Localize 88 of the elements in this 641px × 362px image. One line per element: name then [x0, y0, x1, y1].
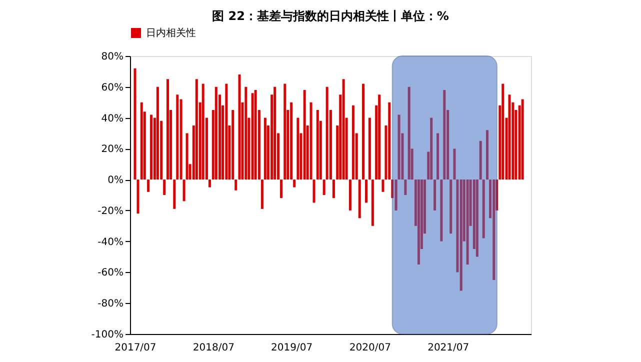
y-tick-label: -60%	[98, 268, 124, 279]
bar	[264, 118, 266, 180]
bar	[156, 86, 159, 180]
bar	[284, 84, 286, 180]
bar	[163, 180, 166, 195]
bar	[482, 180, 485, 238]
bar	[166, 79, 170, 180]
bar	[398, 114, 400, 180]
y-tick-label: -40%	[98, 236, 124, 248]
bar	[479, 140, 482, 180]
bar	[296, 118, 300, 180]
bar	[430, 118, 433, 180]
bar	[251, 93, 254, 180]
bar	[290, 102, 293, 180]
bar	[326, 86, 328, 180]
bar	[358, 180, 361, 218]
bar	[460, 180, 462, 291]
x-tick-label: 2018/07	[192, 342, 234, 354]
x-tick-label: 2021/07	[428, 342, 470, 354]
bar	[254, 90, 257, 180]
bar	[508, 94, 511, 180]
bar	[332, 180, 335, 198]
x-tick-label: 2019/07	[271, 342, 313, 354]
bar	[434, 180, 436, 210]
bar	[303, 90, 306, 180]
bar	[214, 86, 218, 180]
bar	[147, 180, 150, 192]
bar	[202, 84, 204, 180]
bar	[436, 133, 440, 180]
bar	[280, 180, 282, 198]
bar	[260, 180, 264, 209]
bar	[150, 114, 153, 180]
bar	[371, 180, 374, 226]
y-tick-label: 40%	[101, 113, 124, 124]
bar	[440, 180, 443, 242]
bar	[244, 86, 248, 180]
bar	[453, 148, 456, 180]
bar	[316, 110, 319, 180]
bar	[388, 102, 391, 180]
y-tick-label: 80%	[101, 52, 124, 62]
bar	[182, 180, 186, 202]
bar	[342, 79, 345, 180]
bar	[140, 102, 143, 180]
bar	[466, 180, 469, 264]
bar	[232, 110, 234, 180]
bar	[362, 84, 365, 180]
y-tick-label: -20%	[98, 206, 124, 217]
bar	[322, 180, 326, 195]
bar	[293, 180, 296, 188]
bar	[136, 180, 140, 214]
bar	[312, 180, 316, 203]
legend-label: 日内相关性	[146, 27, 196, 39]
bar	[173, 180, 176, 209]
bar	[394, 180, 398, 210]
bar	[176, 94, 179, 180]
bar	[443, 90, 446, 180]
y-tick-label: 20%	[101, 144, 124, 156]
bar	[476, 180, 478, 257]
bar	[404, 180, 407, 195]
bar	[348, 180, 352, 210]
bar	[521, 99, 524, 180]
x-tick-label: 2020/07	[349, 342, 391, 354]
bar	[186, 133, 188, 180]
bar	[195, 79, 198, 180]
bar	[365, 180, 368, 203]
bar	[310, 102, 312, 180]
bar	[486, 130, 488, 180]
bar	[234, 180, 238, 190]
y-tick-label: 0%	[108, 175, 124, 186]
bar	[368, 118, 371, 180]
bar	[274, 86, 276, 180]
bar	[225, 84, 228, 180]
bar	[352, 105, 354, 180]
bar	[134, 68, 136, 180]
bar	[238, 74, 241, 180]
bar	[408, 86, 410, 180]
chart-title: 图 22：基差与指数的日内相关性丨单位：%	[212, 9, 449, 23]
y-tick-label: -80%	[98, 298, 124, 310]
bar	[492, 180, 496, 280]
bar	[502, 84, 504, 180]
x-tick-label: 2017/07	[114, 342, 156, 354]
bar	[382, 180, 384, 192]
bar	[417, 180, 420, 264]
bar	[208, 180, 211, 188]
y-tick-label: -100%	[91, 330, 124, 340]
y-tick-label: 60%	[101, 82, 124, 94]
bar	[378, 94, 381, 180]
bar	[450, 180, 452, 234]
